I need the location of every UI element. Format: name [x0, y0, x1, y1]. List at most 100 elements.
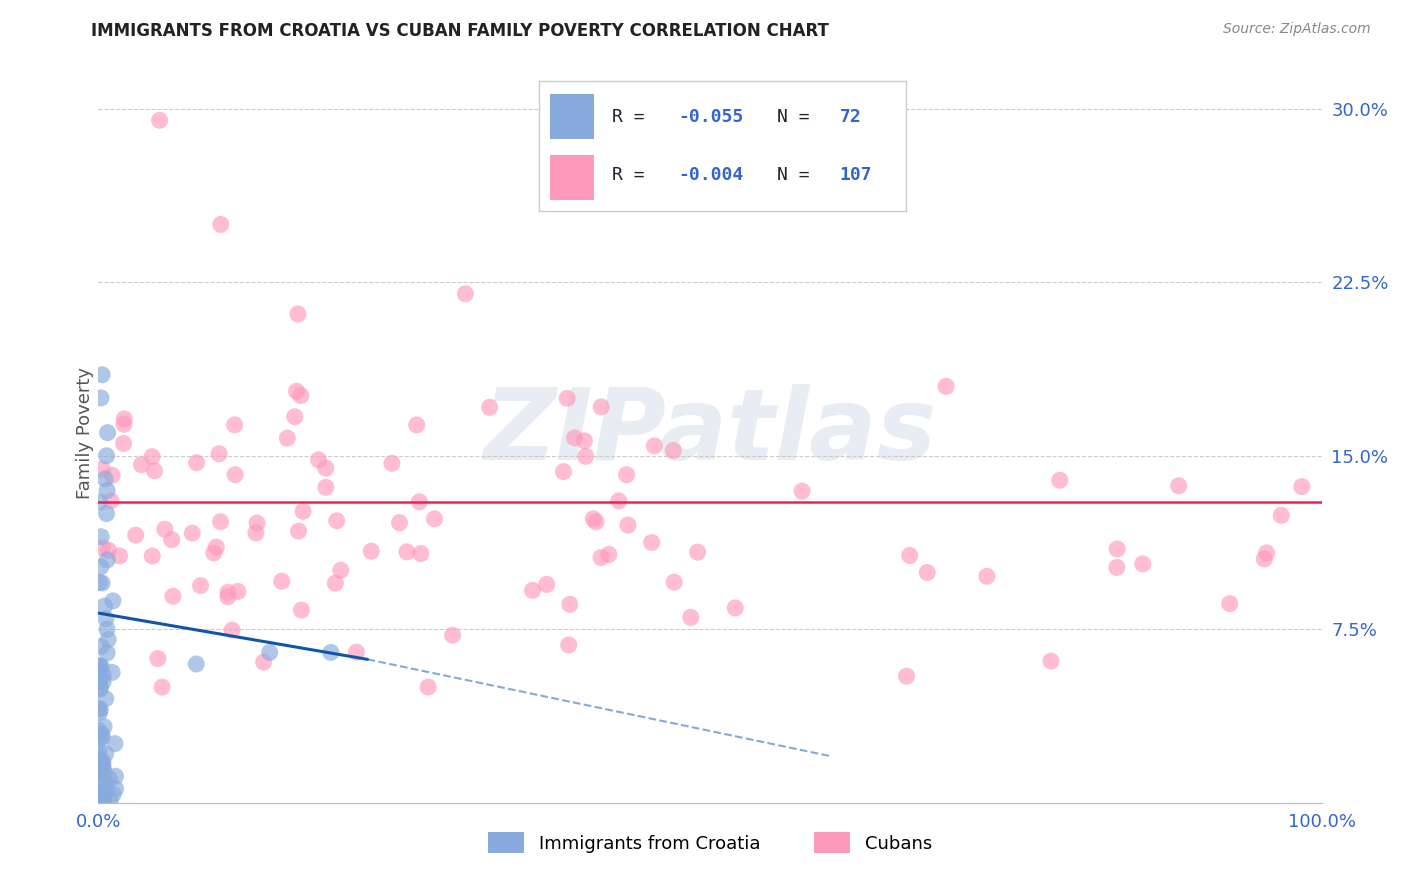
Point: [245, 525, 267, 540]
Point: [90, 391, 112, 405]
Point: [91, 791, 114, 805]
Point: [160, 533, 183, 547]
Point: [89, 659, 111, 673]
Point: [96, 646, 118, 660]
Point: [582, 512, 605, 526]
Point: [89, 750, 111, 764]
Point: [1167, 479, 1189, 493]
Point: [270, 574, 292, 589]
Point: [205, 540, 228, 554]
Point: [287, 307, 309, 321]
Point: [87, 723, 110, 738]
Point: [90, 659, 112, 673]
Point: [308, 453, 330, 467]
Point: [617, 518, 640, 533]
Point: [259, 645, 281, 659]
Point: [87, 761, 110, 775]
Point: [598, 548, 620, 562]
Point: [91, 668, 114, 682]
Point: [976, 569, 998, 583]
Point: [224, 467, 246, 482]
Point: [292, 504, 315, 518]
Point: [591, 400, 613, 414]
Point: [686, 545, 709, 559]
Point: [96, 622, 118, 636]
Point: [724, 601, 747, 615]
Point: [98, 793, 121, 807]
Point: [89, 789, 111, 803]
Point: [607, 494, 630, 508]
Point: [209, 218, 232, 232]
Point: [575, 450, 598, 464]
Point: [87, 766, 110, 780]
Point: [93, 793, 115, 807]
Point: [643, 439, 665, 453]
Point: [94, 472, 117, 486]
Point: [108, 549, 131, 563]
Point: [1049, 473, 1071, 487]
Point: [96, 784, 118, 798]
Point: [186, 657, 208, 671]
Point: [641, 535, 664, 549]
Point: [935, 379, 957, 393]
Point: [141, 549, 163, 563]
Point: [93, 765, 115, 780]
Point: [97, 543, 120, 558]
Point: [522, 583, 544, 598]
Point: [101, 787, 124, 801]
Point: [90, 640, 112, 654]
Point: [96, 449, 118, 463]
Point: [1039, 654, 1062, 668]
Point: [360, 544, 382, 558]
Point: [616, 467, 638, 482]
Point: [290, 603, 312, 617]
Point: [131, 458, 153, 472]
Point: [346, 645, 368, 659]
Point: [93, 599, 115, 614]
Point: [217, 585, 239, 599]
Point: [91, 462, 114, 476]
Point: [91, 759, 114, 773]
Point: [89, 702, 111, 716]
Point: [416, 680, 439, 694]
Point: [226, 584, 249, 599]
Point: [917, 566, 939, 580]
Point: [94, 691, 117, 706]
Point: [89, 659, 111, 673]
Point: [91, 761, 114, 775]
Point: [90, 559, 112, 574]
Point: [1105, 560, 1128, 574]
Point: [143, 464, 166, 478]
Point: [287, 524, 309, 538]
Point: [558, 598, 581, 612]
Point: [276, 431, 298, 445]
Point: [90, 727, 112, 741]
Point: [96, 483, 118, 498]
Point: [112, 417, 135, 432]
Point: [186, 456, 208, 470]
Point: [91, 758, 114, 772]
Point: [97, 632, 120, 647]
Point: [91, 730, 114, 744]
Point: [381, 456, 404, 470]
Point: [285, 384, 308, 399]
Point: [564, 431, 586, 445]
Point: [585, 515, 607, 529]
Point: [409, 547, 432, 561]
Point: [94, 775, 117, 789]
Point: [395, 545, 418, 559]
Point: [558, 638, 581, 652]
Point: [1219, 597, 1241, 611]
Point: [319, 645, 342, 659]
Text: Source: ZipAtlas.com: Source: ZipAtlas.com: [1223, 22, 1371, 37]
Point: [146, 651, 169, 665]
Point: [87, 744, 110, 758]
Point: [104, 769, 127, 783]
Point: [94, 747, 117, 761]
Point: [101, 665, 124, 680]
Point: [104, 737, 127, 751]
Point: [1107, 541, 1129, 556]
Legend: Immigrants from Croatia, Cubans: Immigrants from Croatia, Cubans: [481, 825, 939, 861]
Point: [91, 755, 114, 769]
Point: [221, 623, 243, 637]
